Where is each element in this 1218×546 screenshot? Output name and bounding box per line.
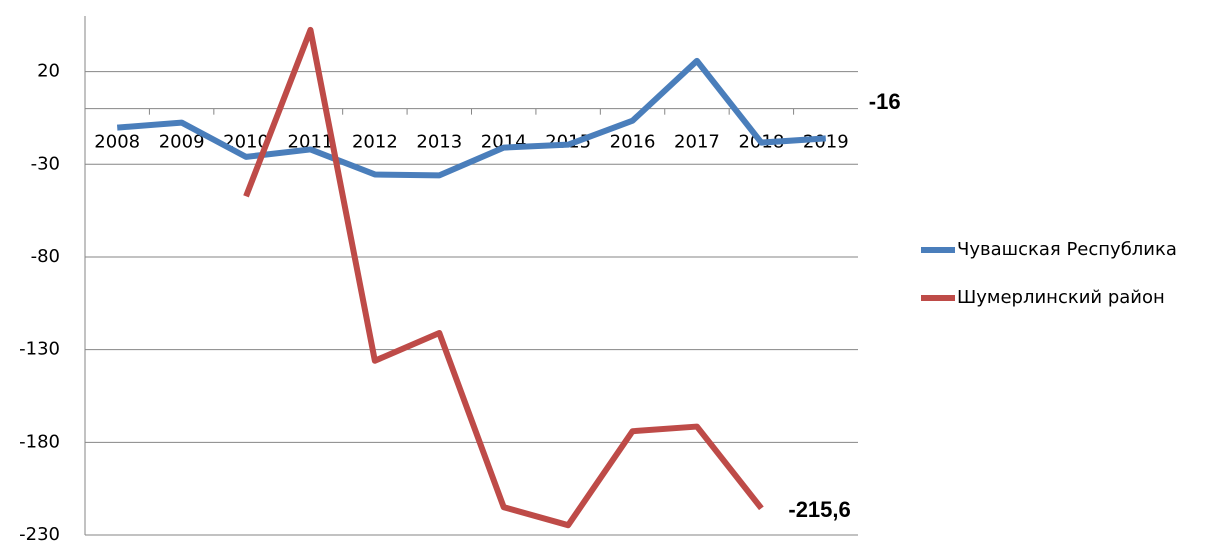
value-label: -215,6 [788, 497, 850, 522]
x-tick-label: 2011 [288, 132, 334, 153]
legend-label: Чувашская Республика [957, 239, 1177, 260]
y-tick-label: -30 [31, 153, 60, 174]
x-tick-label: 2012 [352, 132, 398, 153]
x-tick-label: 2008 [94, 132, 140, 153]
x-tick-label: 2009 [159, 132, 205, 153]
series-line [243, 26, 764, 529]
value-label: -16 [869, 89, 901, 114]
x-tick-label: 2017 [674, 132, 720, 153]
y-tick-label: -180 [19, 431, 60, 452]
series-line [116, 57, 826, 179]
y-tick-label: 20 [37, 61, 60, 82]
y-tick-label: -230 [19, 524, 60, 545]
y-tick-label: -80 [31, 246, 60, 267]
legend-label: Шумерлинский район [957, 287, 1165, 308]
x-tick-label: 2016 [610, 132, 656, 153]
x-tick-label: 2013 [416, 132, 462, 153]
y-tick-label: -130 [19, 339, 60, 360]
